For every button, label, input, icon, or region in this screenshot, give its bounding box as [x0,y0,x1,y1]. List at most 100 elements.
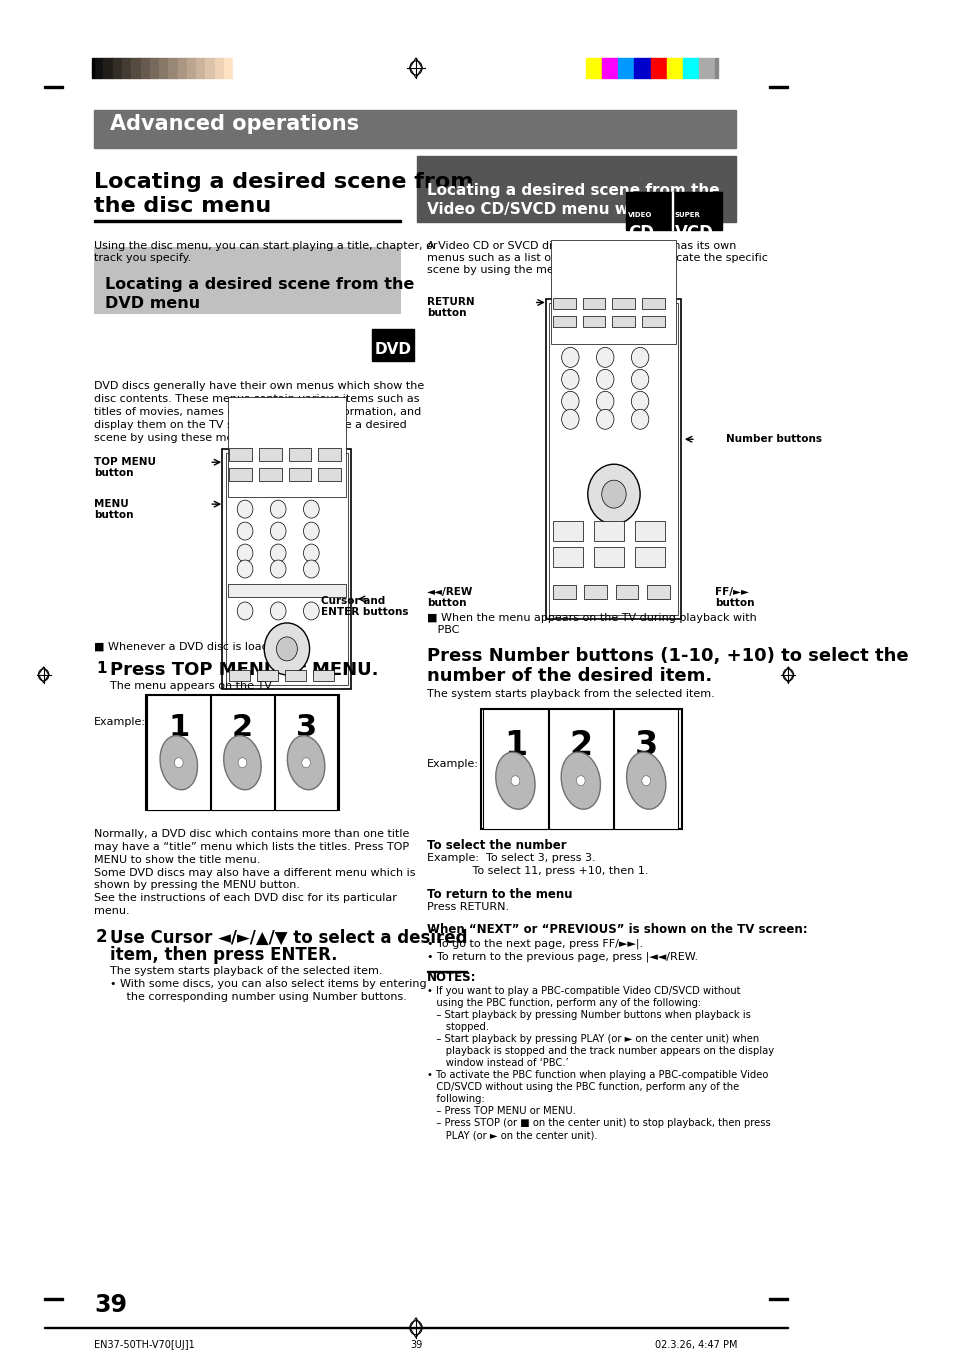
Text: item, then press ENTER.: item, then press ENTER. [110,946,337,964]
Bar [229,669,250,681]
Bar [211,695,274,810]
Bar [768,87,787,88]
Bar [416,155,736,222]
Text: scene by using the menu. (See also page 7.): scene by using the menu. (See also page … [427,265,676,274]
Text: MENU to show the title menu.: MENU to show the title menu. [94,854,260,864]
Circle shape [631,347,648,368]
Bar [229,468,252,481]
Circle shape [237,544,253,562]
Circle shape [601,480,625,508]
Bar [259,449,281,461]
Text: track you specify.: track you specify. [94,253,192,262]
Text: shown by pressing the MENU button.: shown by pressing the MENU button. [94,880,300,891]
Bar [634,521,664,541]
Bar [94,110,736,147]
Text: disc contents. These menus contain various items such as: disc contents. These menus contain vario… [94,395,419,404]
Circle shape [631,369,648,389]
Text: button: button [94,468,133,479]
Text: • To activate the PBC function when playing a PBC-compatible Video: • To activate the PBC function when play… [427,1071,768,1080]
Bar [44,1298,63,1299]
Circle shape [596,369,614,389]
Ellipse shape [626,752,665,810]
Text: When “NEXT” or “PREVIOUS” is shown on the TV screen:: When “NEXT” or “PREVIOUS” is shown on th… [427,923,807,937]
Circle shape [596,410,614,430]
Bar [583,585,606,599]
Text: window instead of ‘PBC.’: window instead of ‘PBC.’ [427,1059,569,1068]
Circle shape [270,560,286,579]
Bar [91,58,94,78]
Bar [313,669,334,681]
Circle shape [270,522,286,539]
Bar [259,468,281,481]
Bar [768,1298,787,1299]
Circle shape [237,522,253,539]
Circle shape [270,500,286,518]
Bar [625,192,671,230]
Bar [548,708,613,829]
Bar [150,58,159,78]
Bar [594,548,623,566]
Bar [177,58,187,78]
Circle shape [276,637,297,661]
Text: 3: 3 [634,729,658,761]
Bar [228,584,346,598]
Text: – Press STOP (or ■ on the center unit) to stop playback, then press: – Press STOP (or ■ on the center unit) t… [427,1118,770,1128]
Text: button: button [715,598,754,608]
Ellipse shape [223,735,261,790]
Text: number of the desired item.: number of the desired item. [427,667,712,685]
Text: VCD: VCD [675,223,713,242]
Text: Locating a desired scene from the: Locating a desired scene from the [105,277,414,292]
Circle shape [270,602,286,621]
Circle shape [303,602,319,621]
Circle shape [641,776,650,786]
Text: button: button [94,510,133,521]
Text: scene by using these menus.: scene by using these menus. [94,433,257,443]
Text: 1: 1 [96,661,107,676]
Ellipse shape [496,752,535,810]
Text: FF/►►: FF/►► [715,587,748,598]
Bar [318,468,340,481]
Ellipse shape [287,735,325,790]
Bar [274,695,337,810]
Text: Normally, a DVD disc which contains more than one title: Normally, a DVD disc which contains more… [94,829,409,838]
Text: Example:  To select 3, press 3.: Example: To select 3, press 3. [427,853,596,863]
Circle shape [237,500,253,518]
Bar [159,58,168,78]
Text: DVD discs generally have their own menus which show the: DVD discs generally have their own menus… [94,381,424,391]
Bar [582,316,604,327]
Bar [94,58,103,78]
Text: NOTES:: NOTES: [427,971,476,984]
Text: To select the number: To select the number [427,838,566,852]
Text: 2: 2 [96,929,108,946]
Bar [103,58,112,78]
Text: 3: 3 [295,713,316,742]
Bar [612,299,634,310]
Text: The system starts playback of the selected item.: The system starts playback of the select… [110,967,382,976]
Bar [715,58,717,78]
Text: Advanced operations: Advanced operations [110,114,358,134]
Text: • With some discs, you can also select items by entering: • With some discs, you can also select i… [110,979,426,990]
Text: – Start playback by pressing PLAY (or ► on the center unit) when: – Start playback by pressing PLAY (or ► … [427,1034,759,1044]
Text: ■ Whenever a DVD disc is loaded: ■ Whenever a DVD disc is loaded [94,642,283,652]
Text: Cursor and: Cursor and [320,596,385,606]
Bar [601,58,618,78]
Text: Using the disc menu, you can start playing a title, chapter, or: Using the disc menu, you can start playi… [94,241,437,250]
Bar [224,58,233,78]
Text: 2: 2 [232,713,253,742]
Text: See the instructions of each DVD disc for its particular: See the instructions of each DVD disc fo… [94,894,396,903]
Text: 2: 2 [569,729,592,761]
Text: RETURN: RETURN [427,297,475,307]
Bar [226,453,348,685]
Bar [427,971,467,972]
Text: PBC: PBC [427,625,459,635]
Text: button: button [427,598,466,608]
Text: menus such as a list of the songs. You can locate the specific: menus such as a list of the songs. You c… [427,253,767,262]
Text: Locating a desired scene from the: Locating a desired scene from the [427,183,720,197]
Text: CD/SVCD without using the PBC function, perform any of the: CD/SVCD without using the PBC function, … [427,1082,739,1092]
Bar [482,708,547,829]
Bar [187,58,196,78]
Bar [585,58,601,78]
Text: following:: following: [427,1094,484,1105]
Text: button: button [427,308,466,319]
Bar [481,708,681,829]
